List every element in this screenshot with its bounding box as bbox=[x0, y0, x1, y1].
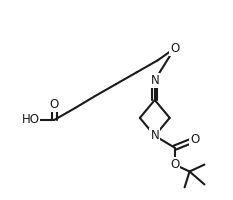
Text: HO: HO bbox=[21, 113, 40, 126]
Text: O: O bbox=[50, 98, 59, 111]
Text: O: O bbox=[190, 133, 199, 146]
Text: N: N bbox=[150, 74, 159, 87]
Text: O: O bbox=[170, 42, 179, 55]
Text: O: O bbox=[170, 158, 179, 171]
Text: N: N bbox=[150, 129, 159, 142]
